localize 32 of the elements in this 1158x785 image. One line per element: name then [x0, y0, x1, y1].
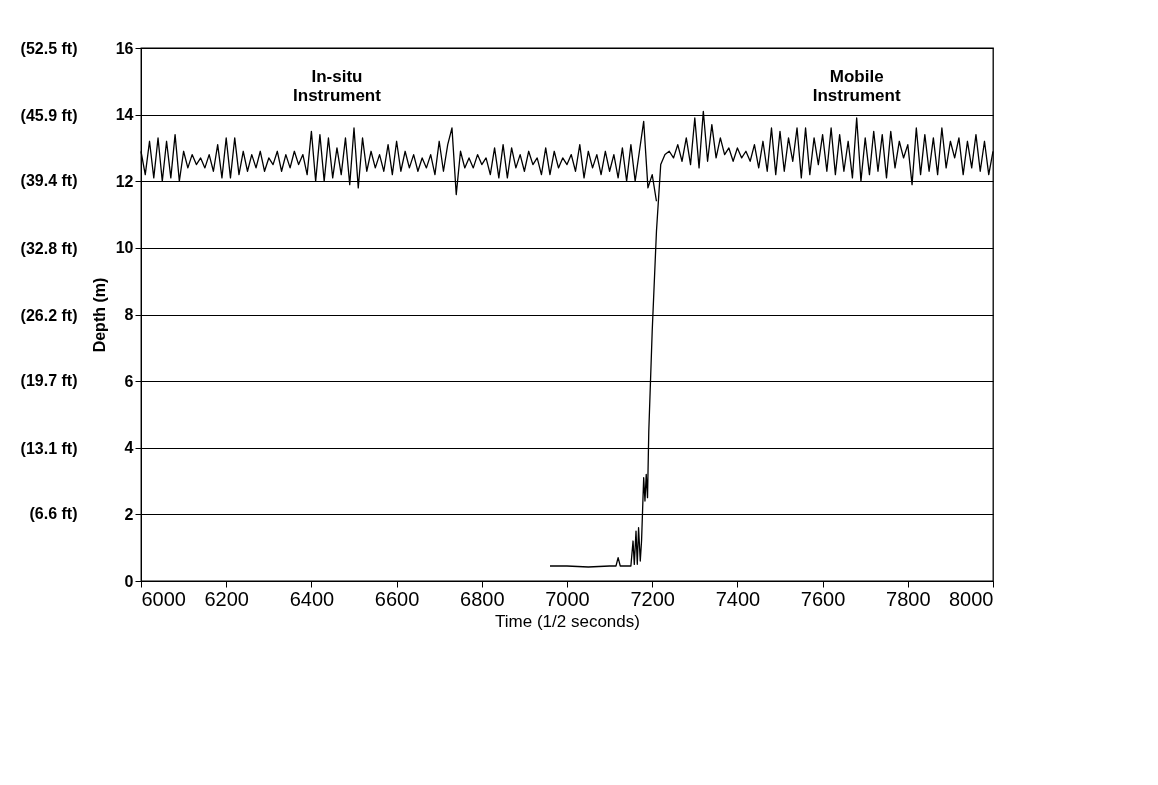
y2-tick-label: (13.1 ft) — [20, 439, 78, 457]
annotation: In-situ Instrument — [293, 67, 382, 106]
y-tick-label: 2 — [124, 505, 134, 523]
x-tick-label: 7600 — [800, 587, 846, 610]
x-tick-label: 8000 — [949, 587, 994, 610]
y-tick-label: 0 — [124, 572, 134, 590]
x-tick-label: 7800 — [886, 587, 931, 610]
y2-tick-label: (45.9 ft) — [20, 106, 78, 124]
y-tick-label: 10 — [115, 239, 134, 257]
y2-tick-label: (32.8 ft) — [20, 239, 78, 257]
y-axis-title: Depth (m) — [90, 277, 108, 353]
x-tick-label: 6400 — [289, 587, 335, 610]
x-tick-label: 6800 — [460, 587, 505, 610]
y-tick-label: 8 — [124, 306, 134, 323]
y2-tick-label: (19.7 ft) — [20, 372, 78, 390]
y2-tick-label: (26.2 ft) — [20, 306, 78, 324]
x-axis-title: Time (1/2 seconds) — [495, 611, 640, 631]
y2-tick-label: (52.5 ft) — [20, 39, 78, 57]
y2-tick-label: (39.4 ft) — [20, 172, 78, 190]
annotation: Mobile Instrument — [812, 67, 901, 106]
y-tick-label: 6 — [124, 372, 134, 390]
y2-tick-label: (6.6 ft) — [29, 505, 78, 523]
x-tick-label: 6600 — [374, 587, 420, 610]
y-tick-label: 16 — [115, 39, 134, 57]
y-tick-label: 14 — [115, 106, 134, 124]
x-tick-label: 7000 — [545, 587, 590, 610]
y-tick-label: 4 — [124, 439, 134, 457]
x-tick-label: 7200 — [630, 587, 675, 610]
y-tick-label: 12 — [115, 172, 134, 190]
x-tick-label: 6000 — [141, 587, 186, 610]
x-tick-label: 7400 — [715, 587, 761, 610]
x-tick-label: 6200 — [204, 587, 249, 610]
